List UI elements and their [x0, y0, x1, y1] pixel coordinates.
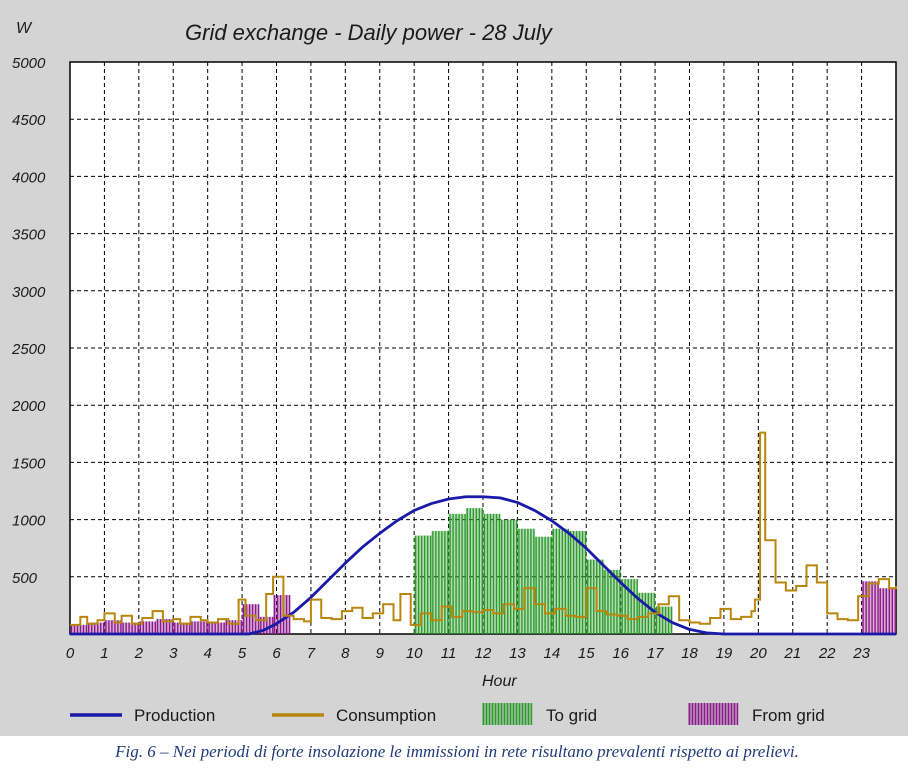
y-tick-label: 5000 — [12, 55, 46, 72]
x-tick-label: 3 — [169, 645, 178, 662]
bar-fill — [620, 579, 638, 634]
y-tick-labels: 5000 4500 4000 3500 3000 2500 2000 1500 1000 500 — [11, 55, 46, 587]
legend-from-grid-label: From grid — [752, 706, 825, 725]
bar-fill — [431, 531, 449, 634]
y-tick-label: 3000 — [12, 284, 46, 301]
chart-svg: Grid exchange - Daily power - 28 July W … — [11, 20, 897, 725]
bar-fill — [87, 622, 105, 634]
bar-fill — [414, 535, 432, 634]
bar-fill — [483, 513, 501, 634]
x-tick-label: 22 — [818, 645, 836, 662]
grid-lines — [70, 61, 896, 634]
x-tick-label: 14 — [543, 645, 560, 662]
bar-fill — [586, 559, 604, 634]
x-tick-label: 15 — [578, 645, 595, 662]
y-tick-label: 4500 — [12, 112, 46, 129]
bar-fill — [121, 622, 139, 634]
x-tick-label: 21 — [783, 645, 801, 662]
bar-fill — [534, 536, 552, 634]
bar-fill — [500, 519, 518, 634]
bar-fill — [465, 508, 483, 634]
legend-to-grid: To grid — [482, 703, 597, 725]
chart-title: Grid exchange - Daily power - 28 July — [185, 20, 554, 45]
chart-panel: Grid exchange - Daily power - 28 July W … — [0, 0, 908, 736]
bar-fill — [551, 528, 570, 634]
to-grid-bar — [414, 535, 432, 634]
x-tick-label: 0 — [66, 645, 75, 662]
figure-caption: Fig. 6 – Nei periodi di forte insolazion… — [115, 742, 799, 761]
to-grid-bar — [483, 513, 501, 634]
x-tick-label: 6 — [272, 645, 281, 662]
x-tick-label: 12 — [475, 645, 492, 662]
bar-fill — [878, 588, 896, 634]
to-grid-bar — [551, 528, 570, 634]
bar-fill — [190, 621, 208, 634]
legend-from-grid: From grid — [688, 703, 825, 725]
legend-consumption: Consumption — [272, 706, 436, 725]
from-grid-bar — [207, 622, 225, 634]
bar-fill — [173, 622, 191, 634]
x-tick-label: 5 — [238, 645, 247, 662]
to-grid-bar — [431, 531, 449, 634]
x-tick-label: 18 — [681, 645, 698, 662]
x-tick-label: 11 — [441, 645, 457, 662]
bar-fill — [273, 595, 291, 634]
x-tick-label: 2 — [134, 645, 144, 662]
from-grid-bar — [861, 581, 879, 634]
bar-fill — [861, 581, 879, 634]
to-grid-bar — [586, 559, 604, 634]
production-line — [70, 495, 896, 636]
x-tick-label: 23 — [852, 645, 870, 662]
x-tick-label: 7 — [307, 645, 316, 662]
y-tick-label: 2500 — [11, 341, 46, 358]
to-grid-bar — [620, 579, 638, 634]
bar-marks — [70, 508, 896, 634]
to-grid-bar — [448, 513, 466, 634]
from-grid-bar — [70, 624, 88, 634]
y-axis-label: W — [16, 20, 33, 37]
bar-fill — [207, 622, 225, 634]
legend-consumption-label: Consumption — [336, 706, 436, 725]
x-tick-label: 13 — [509, 645, 526, 662]
y-tick-label: 500 — [12, 570, 38, 587]
legend-to-grid-label: To grid — [546, 706, 597, 725]
y-tick-label: 1000 — [12, 513, 46, 530]
y-tick-label: 2000 — [11, 398, 46, 415]
legend-production-label: Production — [134, 706, 215, 725]
to-grid-bar — [500, 519, 518, 634]
x-tick-label: 19 — [716, 645, 733, 662]
legend: Production Consumption To grid From grid — [70, 703, 825, 725]
x-tick-label: 10 — [406, 645, 423, 662]
x-tick-label: 1 — [100, 645, 108, 662]
x-axis-label: Hour — [482, 673, 517, 690]
to-grid-bar — [517, 528, 535, 634]
line-marks — [70, 431, 897, 636]
x-tick-label: 17 — [647, 645, 664, 662]
y-tick-label: 3500 — [12, 227, 46, 244]
x-tick-label: 8 — [341, 645, 350, 662]
bar-fill — [517, 528, 535, 634]
from-grid-bar — [878, 588, 896, 634]
x-tick-labels: 0 1 2 3 4 5 6 7 8 9 10 11 12 13 14 15 16 17 18 19 20 21 22 23 — [66, 645, 871, 662]
x-tick-label: 20 — [749, 645, 767, 662]
to-grid-bar — [465, 508, 483, 634]
y-tick-label: 1500 — [12, 455, 46, 472]
legend-production: Production — [70, 706, 215, 725]
to-grid-bar — [534, 536, 552, 634]
y-tick-label: 4000 — [12, 169, 46, 186]
consumption-line — [70, 431, 897, 626]
x-tick-label: 16 — [612, 645, 629, 662]
from-grid-bar — [273, 595, 291, 634]
bar-fill — [70, 624, 88, 634]
x-tick-label: 9 — [376, 645, 385, 662]
from-grid-bar — [190, 621, 208, 634]
x-tick-label: 4 — [203, 645, 211, 662]
